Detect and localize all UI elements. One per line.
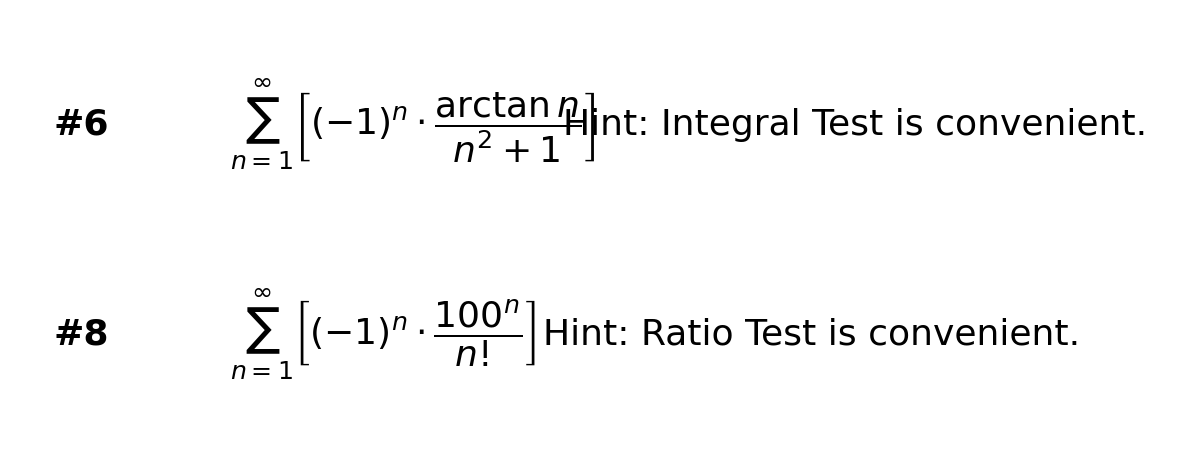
Text: #8: #8 <box>54 318 109 352</box>
Text: Hint: Integral Test is convenient.: Hint: Integral Test is convenient. <box>564 107 1147 141</box>
Text: Hint: Ratio Test is convenient.: Hint: Ratio Test is convenient. <box>542 318 1080 352</box>
Text: $\sum_{n=1}^{\infty}\left[(-1)^{n}\cdot\dfrac{100^{n}}{n!}\right]$: $\sum_{n=1}^{\infty}\left[(-1)^{n}\cdot\… <box>230 287 536 382</box>
Text: $\sum_{n=1}^{\infty}\left[(-1)^{n}\cdot\dfrac{\arctan n}{n^{2}+1}\right]$: $\sum_{n=1}^{\infty}\left[(-1)^{n}\cdot\… <box>230 77 596 172</box>
Text: #6: #6 <box>54 107 109 141</box>
